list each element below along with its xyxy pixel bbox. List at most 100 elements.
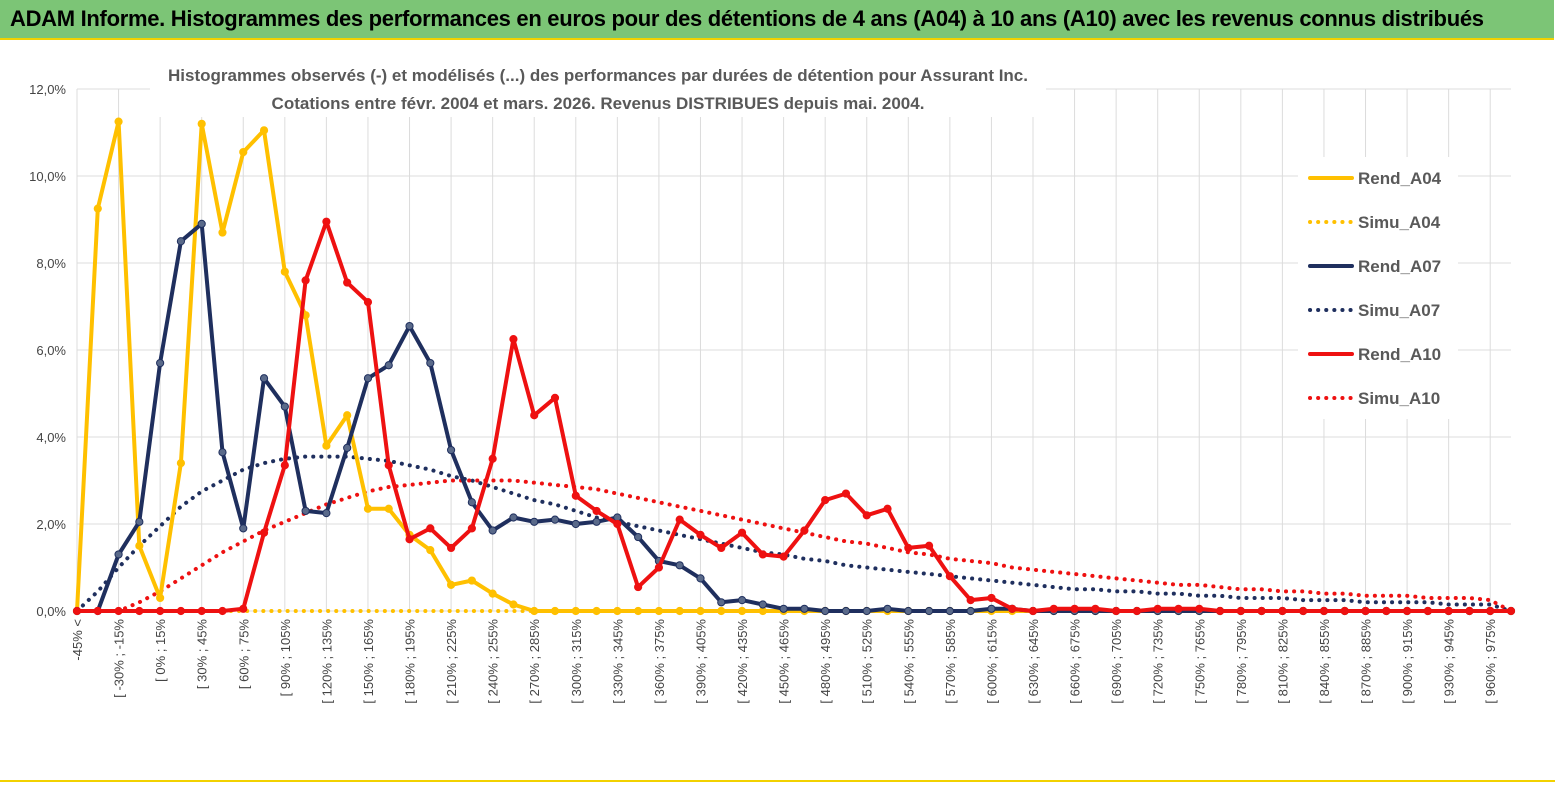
series-group <box>72 117 1516 616</box>
data-point-rend_a04 <box>176 459 186 468</box>
data-point-rend_a10 <box>821 495 830 505</box>
data-point-rend_a04 <box>675 606 684 616</box>
data-point-rend_a10 <box>446 543 456 553</box>
data-point-rend_a04 <box>592 606 601 616</box>
data-point-rend_a07 <box>800 604 809 613</box>
data-point-rend_a07 <box>467 498 476 507</box>
x-tick-label: [ -30% ; -15% <box>112 619 127 698</box>
data-point-rend_a10 <box>841 489 851 498</box>
data-point-rend_a10 <box>1340 606 1349 616</box>
series-line-rend_a04 <box>75 119 1513 613</box>
data-point-rend_a04 <box>114 117 123 126</box>
legend-label-simu_a04: Simu_A04 <box>1358 213 1441 232</box>
x-tick-label: [ 540% ; 555% <box>901 619 916 704</box>
data-point-rend_a07 <box>945 606 954 616</box>
data-point-rend_a10 <box>634 582 643 592</box>
data-point-rend_a04 <box>634 606 643 616</box>
data-point-rend_a10 <box>779 552 788 561</box>
x-tick-label: [ 450% ; 465% <box>777 619 792 704</box>
x-tick-label: [ 840% ; 855% <box>1317 619 1332 704</box>
chart-title-bg <box>150 57 1046 117</box>
data-point-rend_a04 <box>280 267 289 276</box>
data-point-rend_a07 <box>571 519 580 529</box>
data-point-rend_a10 <box>405 535 414 544</box>
data-point-rend_a10 <box>530 411 539 420</box>
data-point-rend_a10 <box>758 550 767 559</box>
data-point-rend_a10 <box>1257 606 1266 616</box>
data-point-rend_a10 <box>467 524 476 533</box>
x-tick-label: [ 210% ; 225% <box>444 619 459 704</box>
data-point-rend_a10 <box>1049 604 1058 613</box>
data-point-rend_a04 <box>239 147 248 157</box>
data-point-rend_a10 <box>675 515 684 524</box>
x-tick-label: [ 870% ; 885% <box>1359 619 1374 704</box>
data-point-rend_a10 <box>1070 604 1079 613</box>
data-point-rend_a04 <box>197 119 206 128</box>
frame-bottom-line <box>0 780 1555 782</box>
data-point-rend_a04 <box>488 589 497 598</box>
x-tick-label: [ 390% ; 405% <box>693 619 708 704</box>
x-tick-label: [ 690% ; 705% <box>1109 619 1124 704</box>
legend-label-simu_a07: Simu_A07 <box>1358 301 1440 320</box>
data-point-rend_a07 <box>530 517 539 526</box>
data-point-rend_a10 <box>571 491 580 500</box>
data-point-rend_a04 <box>696 606 705 616</box>
y-axis: 0,0% 2,0% 4,0% 6,0% 8,0% 10,0% 12,0% <box>29 82 66 619</box>
data-point-rend_a10 <box>1361 606 1370 616</box>
data-point-rend_a10 <box>883 504 892 513</box>
y-tick-label: 0,0% <box>36 604 66 619</box>
legend: Rend_A04 Simu_A04 Rend_A07 Simu_A07 Rend_A10… <box>1298 157 1458 419</box>
data-point-rend_a10 <box>280 461 289 470</box>
x-tick-label: [ 480% ; 495% <box>818 619 833 704</box>
data-point-rend_a10 <box>1008 604 1017 613</box>
data-point-rend_a07 <box>176 237 186 246</box>
x-tick-label: [ 270% ; 285% <box>527 619 542 704</box>
data-point-rend_a04 <box>550 606 560 616</box>
legend-label-rend_a04: Rend_A04 <box>1358 169 1442 188</box>
y-tick-label: 8,0% <box>36 256 66 271</box>
data-point-rend_a07 <box>904 606 913 616</box>
x-tick-label: [ 750% ; 765% <box>1192 619 1207 704</box>
data-point-rend_a10 <box>737 528 747 537</box>
data-point-rend_a10 <box>114 606 123 616</box>
x-tick-label: [ 180% ; 195% <box>403 619 418 704</box>
data-point-rend_a10 <box>592 506 601 516</box>
data-point-rend_a10 <box>862 511 871 520</box>
x-tick-label: [ 930% ; 945% <box>1442 619 1457 704</box>
data-point-rend_a07 <box>239 524 248 533</box>
data-point-rend_a07 <box>259 374 269 383</box>
x-tick-label: [ 150% ; 165% <box>361 619 376 704</box>
data-point-rend_a04 <box>654 606 664 616</box>
data-point-rend_a10 <box>550 393 560 402</box>
data-point-rend_a10 <box>654 563 664 572</box>
data-point-rend_a10 <box>197 606 206 616</box>
y-tick-label: 10,0% <box>29 169 66 184</box>
data-point-rend_a10 <box>343 278 352 287</box>
y-tick-label: 12,0% <box>29 82 66 97</box>
data-point-rend_a10 <box>1195 604 1204 613</box>
data-point-rend_a07 <box>966 606 975 616</box>
data-point-rend_a04 <box>156 593 165 603</box>
x-tick-label: [ 60% ; 75% <box>236 619 251 690</box>
data-point-rend_a04 <box>426 546 435 555</box>
data-point-rend_a10 <box>800 526 809 535</box>
data-point-rend_a07 <box>280 402 289 411</box>
data-point-rend_a04 <box>446 580 456 590</box>
data-point-rend_a10 <box>1132 606 1142 616</box>
x-tick-label: [ 240% ; 255% <box>486 619 501 704</box>
data-point-rend_a10 <box>613 519 622 529</box>
data-point-rend_a04 <box>135 541 144 550</box>
data-point-rend_a10 <box>1174 604 1183 613</box>
data-point-rend_a04 <box>343 411 352 420</box>
y-tick-label: 4,0% <box>36 430 66 445</box>
data-point-rend_a10 <box>384 461 393 470</box>
x-tick-label: [ 630% ; 645% <box>1026 619 1041 704</box>
data-point-rend_a07 <box>675 561 684 570</box>
data-point-rend_a04 <box>467 576 476 585</box>
x-tick-label: [ 120% ; 135% <box>319 619 334 704</box>
data-point-rend_a10 <box>426 524 435 533</box>
data-point-rend_a10 <box>1091 604 1100 613</box>
data-point-rend_a10 <box>1278 606 1287 616</box>
legend-label-simu_a10: Simu_A10 <box>1358 389 1440 408</box>
series-line-simu_a07 <box>75 454 1513 613</box>
